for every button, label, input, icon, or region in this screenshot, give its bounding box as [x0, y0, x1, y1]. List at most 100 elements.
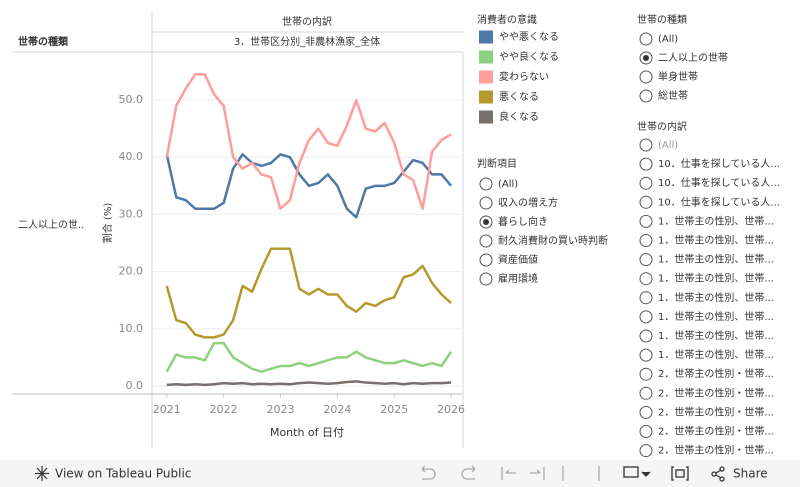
row-label: 二人以上の世.. — [18, 219, 84, 231]
radio-button[interactable] — [639, 367, 653, 381]
radio-button[interactable] — [479, 177, 493, 191]
filter-option[interactable]: 1．世帯主の性別、世帯... — [658, 234, 774, 247]
y-tick-label: 0.0 — [126, 379, 144, 392]
y-tick-label: 20.0 — [119, 265, 144, 278]
series-line — [165, 341, 453, 373]
series-line — [165, 73, 452, 210]
radio-button[interactable] — [639, 405, 653, 419]
legend-label: 悪くなる — [499, 91, 539, 103]
radio-button[interactable] — [479, 253, 493, 267]
legend-label: やや悪くなる — [499, 31, 559, 43]
filter-option[interactable]: 総世帯 — [658, 89, 688, 102]
legend-swatch — [479, 70, 493, 84]
filter-option[interactable]: 2．世帯主の性別・世帯... — [658, 405, 774, 418]
filter-option[interactable]: 資産価値 — [498, 253, 538, 266]
footer: View on Tableau Public Share — [0, 460, 800, 487]
filter-option[interactable]: (All) — [658, 34, 678, 45]
plot: 0.0 10.0 20.0 30.0 40.0 50.0 2021 2022 2023 2024 2… — [119, 73, 465, 416]
radio-button[interactable] — [639, 195, 653, 209]
filter-option[interactable]: 2．世帯主の性別・世帯... — [658, 386, 774, 399]
x-tick-label: 2026 — [437, 403, 465, 416]
filter-option[interactable]: 2．世帯主の性別・世帯... — [658, 444, 774, 457]
legend-swatch — [479, 50, 493, 64]
radio-button[interactable] — [639, 386, 653, 400]
y-tick-label: 10.0 — [119, 322, 144, 335]
radio-button[interactable] — [479, 272, 493, 286]
radio-button[interactable] — [639, 291, 653, 305]
legend-swatch — [479, 110, 493, 124]
y-axis-title: 割合 (%) — [101, 203, 114, 244]
radio-button[interactable] — [639, 348, 653, 362]
filter-option[interactable]: 収入の増え方 — [498, 196, 558, 209]
radio-button[interactable] — [639, 329, 653, 343]
radio-button[interactable] — [639, 234, 653, 247]
radio-button[interactable] — [639, 425, 653, 438]
y-tick-label: 50.0 — [119, 93, 144, 106]
filter-option[interactable]: (All) — [658, 140, 678, 151]
x-axis-title: Month of 日付 — [270, 426, 344, 439]
radio-button[interactable] — [639, 272, 653, 286]
filter-option[interactable]: 1．世帯主の性別、世帯... — [658, 253, 774, 266]
filter-option[interactable]: 10．仕事を探している人... — [658, 157, 780, 170]
y-tick-label: 30.0 — [119, 207, 144, 220]
radio-button[interactable] — [639, 444, 653, 458]
filter-option[interactable]: 1．世帯主の性別、世帯... — [658, 272, 774, 285]
radio-button[interactable] — [639, 253, 653, 267]
radio-button[interactable] — [479, 234, 493, 248]
radio-button[interactable] — [639, 138, 653, 152]
filter-option[interactable]: 単身世帯 — [658, 70, 698, 83]
radio-button[interactable] — [639, 214, 653, 228]
filter-option[interactable]: 耐久消費財の買い時判断 — [498, 234, 608, 247]
y-tick-label: 40.0 — [119, 150, 144, 163]
radio-button[interactable] — [639, 32, 653, 46]
filter-option[interactable]: 二人以上の世帯 — [658, 51, 728, 64]
legend-swatch — [479, 30, 493, 44]
filter-title: 世帯の種類 — [637, 13, 687, 26]
tableau-icon — [35, 466, 49, 481]
radio-button[interactable] — [639, 310, 653, 324]
filter-option[interactable]: 10．仕事を探している人... — [658, 195, 780, 208]
toolbar-icons-dark — [623, 466, 725, 482]
chart-title: 世帯の内訳 — [282, 15, 332, 28]
legend-title: 消費者の意識 — [477, 13, 537, 26]
filter-option[interactable]: 2．世帯主の性別・世帯... — [658, 367, 774, 380]
x-tick-label: 2021 — [153, 403, 181, 416]
radio-button[interactable] — [639, 157, 653, 171]
legend-label: 良くなる — [499, 110, 539, 123]
filter-title: 判断項目 — [477, 157, 517, 170]
filter-option[interactable]: 1．世帯主の性別、世帯... — [658, 348, 774, 361]
series-line — [165, 247, 452, 339]
filter-option[interactable]: 1．世帯主の性別、世帯... — [658, 214, 774, 227]
radio-button[interactable] — [639, 176, 653, 190]
filter-option[interactable]: 雇用環境 — [498, 272, 538, 285]
radio-button[interactable] — [479, 196, 493, 210]
radio-dot — [483, 219, 489, 225]
x-tick-label: 2025 — [380, 403, 408, 416]
filter-option[interactable]: 2．世帯主の性別・世帯... — [658, 425, 774, 438]
filter-title: 世帯の内訳 — [637, 120, 687, 133]
series-line — [166, 380, 452, 387]
row-header: 世帯の種類 — [18, 35, 69, 48]
filter-option[interactable]: 1．世帯主の性別、世帯... — [658, 310, 774, 323]
frame — [12, 12, 464, 448]
legend-label: やや良くなる — [499, 50, 559, 63]
legend-swatch — [479, 90, 493, 104]
legend-label: 変わらない — [499, 70, 549, 83]
filter-option[interactable]: 10．仕事を探している人... — [658, 176, 780, 189]
radio-dot — [643, 55, 649, 61]
footer-bar — [0, 460, 800, 487]
x-tick-label: 2022 — [210, 403, 238, 416]
filter-option[interactable]: 暮らし向き — [498, 215, 548, 228]
toolbar-icons — [421, 465, 600, 481]
filter-option[interactable]: (All) — [498, 179, 518, 190]
radio-button[interactable] — [639, 89, 653, 103]
view-link[interactable]: View on Tableau Public — [55, 467, 191, 481]
x-tick-label: 2023 — [266, 403, 294, 416]
filter-option[interactable]: 1．世帯主の性別、世帯... — [658, 329, 774, 342]
share-button[interactable]: Share — [733, 467, 768, 481]
filter-option[interactable]: 1．世帯主の性別、世帯... — [658, 291, 774, 304]
radio-button[interactable] — [639, 70, 653, 84]
